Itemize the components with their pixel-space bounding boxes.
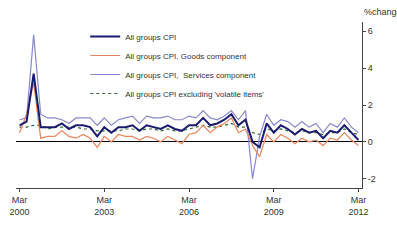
svg-text:%change: %change [364, 7, 397, 17]
svg-text:Mar2003: Mar2003 [94, 195, 114, 217]
svg-text:2: 2 [368, 100, 373, 110]
svg-text:All groups CPI: All groups CPI [125, 33, 176, 42]
svg-text:6: 6 [368, 26, 373, 36]
svg-text:0: 0 [368, 137, 373, 147]
svg-text:Mar2009: Mar2009 [264, 195, 284, 217]
svg-text:Mar2006: Mar2006 [179, 195, 199, 217]
svg-text:4: 4 [368, 63, 373, 73]
svg-text:All groups CPI, Services comp: All groups CPI, Services component [125, 71, 256, 80]
svg-text:All groups CPI, Goods componen: All groups CPI, Goods component [125, 52, 247, 61]
svg-text:-2: -2 [368, 174, 376, 184]
svg-text:Mar2012: Mar2012 [348, 195, 368, 217]
svg-text:Mar2000: Mar2000 [10, 195, 30, 217]
svg-text:All groups CPI excluding 'vola: All groups CPI excluding 'volatile items… [125, 90, 264, 99]
